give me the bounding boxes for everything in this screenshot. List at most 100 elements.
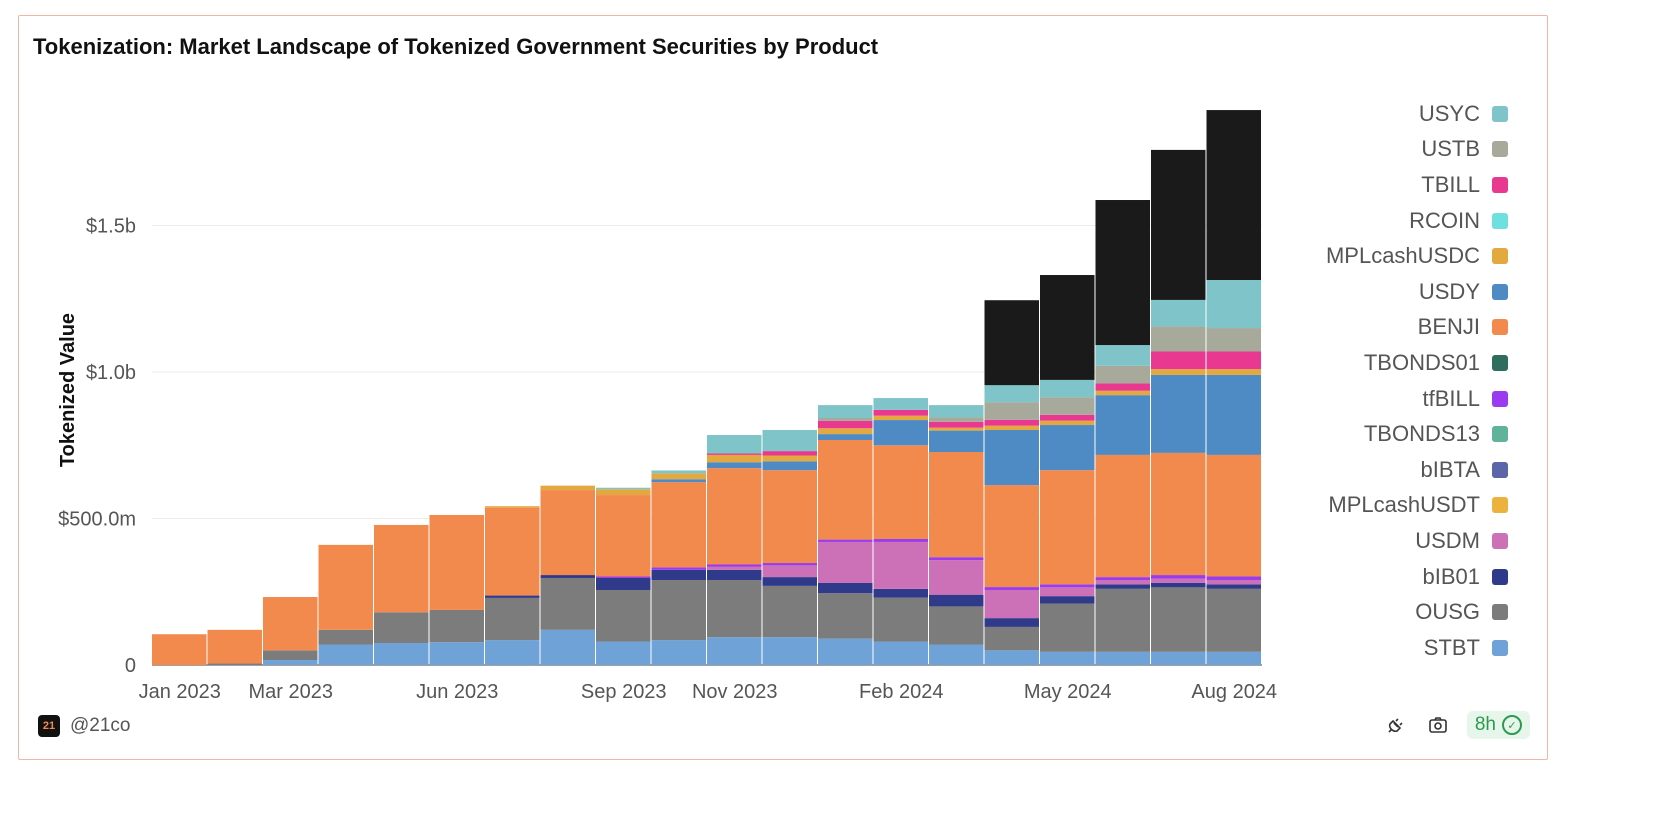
author-handle[interactable]: @21co	[70, 715, 131, 736]
bar-segment-series-16[interactable]	[1206, 110, 1262, 280]
legend-item-tfbill[interactable]: tfBILL	[1326, 381, 1508, 417]
bar-segment-tfbill[interactable]	[762, 563, 818, 566]
bar-segment-ousg[interactable]	[873, 597, 929, 642]
bar-segment-ousg[interactable]	[263, 650, 318, 661]
bar-segment-benji[interactable]	[318, 544, 374, 630]
bar-segment-tbill[interactable]	[1151, 351, 1206, 370]
bar-segment-tfbill[interactable]	[596, 576, 651, 578]
bar-segment-stbt[interactable]	[929, 644, 984, 665]
bar-segment-stbt[interactable]	[1095, 651, 1151, 665]
bar-segment-benji[interactable]	[207, 629, 263, 664]
bar-segment-tbill[interactable]	[1095, 383, 1151, 391]
legend-item-bib01[interactable]: bIB01	[1326, 559, 1508, 595]
bar-segment-usyc[interactable]	[762, 430, 818, 452]
bar-segment-ustb[interactable]	[1151, 326, 1206, 352]
bar-segment-benji[interactable]	[984, 485, 1040, 588]
bar-segment-ousg[interactable]	[929, 606, 984, 645]
bar-segment-tfbill[interactable]	[818, 539, 873, 542]
bar-segment-stbt[interactable]	[540, 629, 596, 665]
bar-segment-usdy[interactable]	[762, 461, 818, 471]
bar-segment-stbt[interactable]	[873, 641, 929, 665]
legend-item-tbill[interactable]: TBILL	[1326, 167, 1508, 203]
bar-segment-ustb[interactable]	[818, 418, 873, 421]
bar-segment-usyc[interactable]	[1040, 379, 1095, 398]
legend-item-stbt[interactable]: STBT	[1326, 630, 1508, 666]
bar-segment-benji[interactable]	[707, 468, 762, 565]
bar-segment-tbill[interactable]	[1206, 351, 1262, 370]
bar-segment-usyc[interactable]	[1151, 299, 1206, 327]
bar-segment-ousg[interactable]	[762, 585, 818, 638]
bar-segment-ustb[interactable]	[984, 402, 1040, 420]
bar-segment-benji[interactable]	[263, 597, 318, 651]
bar-segment-tbill[interactable]	[762, 451, 818, 456]
bar-segment-tfbill[interactable]	[707, 564, 762, 567]
bar-segment-bib01[interactable]	[1206, 584, 1262, 589]
bar-segment-stbt[interactable]	[263, 660, 318, 665]
legend-item-tbonds01[interactable]: TBONDS01	[1326, 345, 1508, 381]
bar-segment-ousg[interactable]	[374, 612, 429, 644]
bar-segment-series-16[interactable]	[1151, 149, 1206, 300]
bar-segment-bib01[interactable]	[873, 588, 929, 598]
bar-segment-tbill[interactable]	[929, 421, 984, 428]
bar-segment-ousg[interactable]	[1206, 588, 1262, 652]
bar-segment-usdm[interactable]	[1206, 580, 1262, 585]
bar-segment-ousg[interactable]	[1095, 588, 1151, 652]
bar-segment-bib01[interactable]	[651, 569, 707, 581]
bar-segment-benji[interactable]	[429, 514, 485, 610]
bar-segment-mplcashusdc[interactable]	[596, 489, 651, 496]
bar-segment-usdy[interactable]	[707, 462, 762, 469]
bar-segment-bib01[interactable]	[929, 594, 984, 607]
bar-segment-tbill[interactable]	[873, 409, 929, 416]
bar-segment-usdy[interactable]	[1095, 395, 1151, 455]
legend-item-ousg[interactable]: OUSG	[1326, 594, 1508, 630]
bar-segment-stbt[interactable]	[374, 643, 429, 665]
bar-segment-stbt[interactable]	[818, 638, 873, 665]
bar-segment-stbt[interactable]	[1206, 651, 1262, 665]
bar-segment-mplcashusdc[interactable]	[707, 454, 762, 463]
bar-segment-ousg[interactable]	[818, 593, 873, 639]
bar-segment-mplcashusdc[interactable]	[929, 427, 984, 431]
bar-segment-usyc[interactable]	[818, 405, 873, 419]
bar-segment-stbt[interactable]	[596, 641, 651, 665]
bar-segment-mplcashusdc[interactable]	[1040, 420, 1095, 426]
bar-segment-benji[interactable]	[873, 445, 929, 540]
legend-item-mplcashusdt[interactable]: MPLcashUSDT	[1326, 488, 1508, 524]
bar-segment-ustb[interactable]	[1095, 365, 1151, 384]
bar-segment-ousg[interactable]	[318, 629, 374, 645]
bar-segment-tfbill[interactable]	[873, 539, 929, 542]
bar-segment-stbt[interactable]	[318, 644, 374, 665]
bar-segment-usdm[interactable]	[818, 541, 873, 583]
bar-segment-benji[interactable]	[485, 507, 540, 596]
bar-segment-mplcashusdc[interactable]	[873, 415, 929, 421]
bar-segment-bib01[interactable]	[984, 618, 1040, 627]
bar-segment-benji[interactable]	[1095, 454, 1151, 578]
bar-segment-usdm[interactable]	[1095, 580, 1151, 585]
bar-segment-tfbill[interactable]	[984, 587, 1040, 590]
bar-segment-series-16[interactable]	[1095, 200, 1151, 346]
legend-item-usdm[interactable]: USDM	[1326, 523, 1508, 559]
legend-item-ustb[interactable]: USTB	[1326, 132, 1508, 168]
bar-segment-bib01[interactable]	[1151, 582, 1206, 588]
bar-segment-ustb[interactable]	[1206, 328, 1262, 352]
bar-segment-benji[interactable]	[1206, 454, 1262, 577]
bar-segment-series-16[interactable]	[1040, 275, 1095, 380]
camera-icon[interactable]	[1425, 712, 1451, 738]
bar-segment-ousg[interactable]	[540, 577, 596, 630]
bar-segment-benji[interactable]	[762, 470, 818, 564]
bar-segment-usdy[interactable]	[1206, 374, 1262, 455]
bar-segment-benji[interactable]	[1151, 452, 1206, 576]
bar-segment-benji[interactable]	[596, 495, 651, 577]
bar-segment-usdm[interactable]	[984, 589, 1040, 619]
bar-segment-usyc[interactable]	[1095, 345, 1151, 366]
bar-segment-benji[interactable]	[929, 451, 984, 558]
bar-segment-usyc[interactable]	[651, 470, 707, 474]
legend-item-mplcashusdc[interactable]: MPLcashUSDC	[1326, 238, 1508, 274]
bar-segment-bib01[interactable]	[762, 577, 818, 586]
bar-segment-usdy[interactable]	[873, 420, 929, 446]
bar-segment-usyc[interactable]	[929, 405, 984, 418]
bar-segment-usyc[interactable]	[1206, 279, 1262, 329]
bar-segment-ousg[interactable]	[1151, 587, 1206, 652]
bar-segment-tbill[interactable]	[984, 419, 1040, 426]
bar-segment-stbt[interactable]	[429, 642, 485, 665]
bar-segment-mplcashusdc[interactable]	[818, 428, 873, 435]
